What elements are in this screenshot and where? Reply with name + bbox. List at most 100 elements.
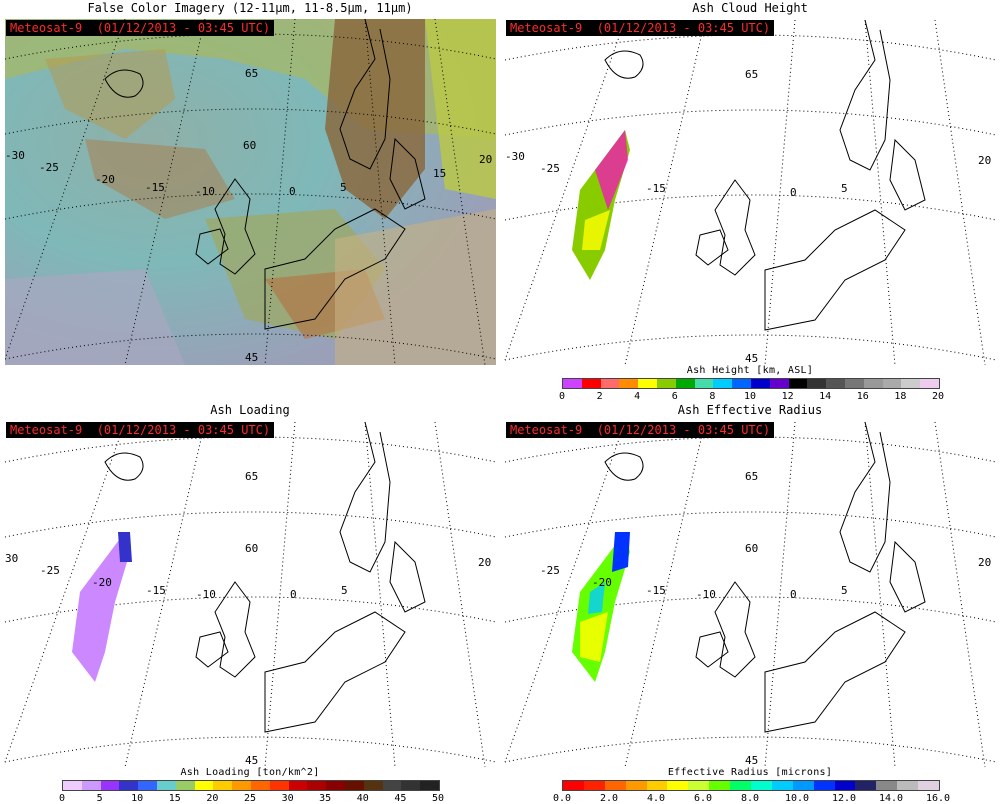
colorbar-tick: 14.0 — [878, 793, 904, 804]
lat-label: 45 — [245, 351, 258, 364]
false-color-panel: False Color Imagery (12-11µm, 11-8.5µm, … — [0, 0, 500, 402]
ash-height-map[interactable]: -30 -25 -15 0 5 20 65 45 — [500, 0, 1000, 402]
colorbar-swatch — [288, 781, 308, 790]
colorbar-label: Ash Loading [ton/km^2] — [180, 767, 320, 778]
colorbar-swatch — [363, 781, 383, 790]
lon-label: -25 — [39, 161, 59, 174]
colorbar-swatch — [563, 379, 582, 388]
colorbar-swatch — [420, 781, 439, 790]
colorbar-swatch — [826, 379, 845, 388]
lon-label: 15 — [433, 167, 446, 180]
colorbar-swatch — [175, 781, 195, 790]
colorbar-swatch — [583, 781, 605, 790]
colorbar-tick: 12.0 — [831, 793, 857, 804]
colorbar-swatch — [250, 781, 270, 790]
svg-text:45: 45 — [745, 352, 758, 365]
colorbar-tick: 18 — [894, 391, 907, 402]
svg-text:20: 20 — [478, 556, 491, 569]
svg-text:-25: -25 — [540, 162, 560, 175]
colorbar-swatch — [232, 781, 251, 790]
colorbar-tick: 15 — [168, 793, 181, 804]
colorbar-swatch — [344, 781, 364, 790]
colorbar-swatch — [563, 781, 584, 790]
colorbar-swatch — [307, 781, 327, 790]
colorbar-swatch — [732, 379, 751, 388]
colorbar-swatch — [751, 781, 772, 790]
colorbar-swatch — [688, 781, 710, 790]
colorbar-tick: 2 — [596, 391, 603, 402]
colorbar-swatch — [920, 379, 939, 388]
lat-label: 60 — [243, 139, 256, 152]
lon-label: -30 — [5, 149, 25, 162]
colorbar-tick: 16.0 — [925, 793, 951, 804]
colorbar-swatch — [600, 379, 620, 388]
ash-loading-map[interactable]: 30 -25 -20 -15 -10 0 5 20 65 60 45 — [0, 402, 500, 804]
colorbar-tick: 12 — [781, 391, 794, 402]
colorbar-tick: 8.0 — [740, 793, 760, 804]
panel-title: Ash Loading — [210, 403, 290, 417]
false-color-map[interactable]: -30 -25 -20 -15 -10 0 5 15 20 65 60 45 — [5, 19, 496, 365]
svg-text:-25: -25 — [540, 564, 560, 577]
svg-text:-20: -20 — [592, 576, 612, 589]
svg-text:5: 5 — [841, 182, 848, 195]
colorbar-swatch — [844, 379, 864, 388]
lon-label: -10 — [195, 185, 215, 198]
lon-label: -20 — [95, 173, 115, 186]
colorbar-tick: 0 — [58, 793, 66, 804]
colorbar-swatch — [619, 379, 639, 388]
lon-label: 0 — [289, 185, 296, 198]
svg-text:-25: -25 — [40, 564, 60, 577]
colorbar-swatch — [709, 781, 731, 790]
colorbar-swatches — [562, 378, 940, 389]
colorbar-swatch — [675, 379, 695, 388]
svg-text:-10: -10 — [696, 588, 716, 601]
satellite-timestamp-badge: Meteosat-9 (01/12/2013 - 03:45 UTC) — [6, 422, 275, 438]
panel-title: Ash Effective Radius — [677, 403, 823, 417]
ash-plume — [572, 532, 630, 682]
colorbar-swatch — [918, 781, 940, 790]
svg-text:-15: -15 — [146, 584, 166, 597]
colorbar-swatch — [382, 781, 402, 790]
colorbar-swatch — [834, 781, 856, 790]
svg-text:-15: -15 — [646, 584, 666, 597]
colorbar-swatch — [656, 379, 676, 388]
ash-radius-map[interactable]: -25 -20 -15 -10 0 5 20 65 60 45 — [500, 402, 1000, 804]
colorbar-tick: 10.0 — [784, 793, 810, 804]
colorbar-swatch — [604, 781, 626, 790]
colorbar-swatch — [730, 781, 752, 790]
colorbar-swatch — [792, 781, 814, 790]
svg-text:0: 0 — [290, 588, 297, 601]
colorbar-swatch — [269, 781, 289, 790]
colorbar-swatch — [813, 781, 835, 790]
svg-text:60: 60 — [245, 542, 258, 555]
colorbar-swatch — [788, 379, 808, 388]
colorbar-label: Ash Height [km, ASL] — [686, 365, 814, 376]
colorbar-tick: 16 — [856, 391, 869, 402]
svg-text:65: 65 — [745, 470, 758, 483]
lon-label: 5 — [340, 181, 347, 194]
colorbar-swatch — [326, 781, 345, 790]
colorbar-tick: 14 — [819, 391, 832, 402]
svg-text:-20: -20 — [92, 576, 112, 589]
colorbar-swatch — [897, 781, 919, 790]
svg-text:65: 65 — [245, 470, 258, 483]
colorbar-ticks: 0 2 4 6 8 10 12 14 16 18 20 — [558, 391, 944, 402]
colorbar-tick: 35 — [319, 793, 332, 804]
colorbar-swatch — [882, 379, 902, 388]
colorbar-tick: 0 — [558, 391, 566, 402]
colorbar-tick: 10 — [743, 391, 757, 402]
panel-title: Ash Cloud Height — [692, 1, 808, 15]
colorbar-tick: 5 — [96, 793, 103, 804]
svg-text:0: 0 — [790, 588, 797, 601]
ash-radius-panel: Ash Effective Radius -25 - — [500, 402, 1000, 804]
svg-text:0: 0 — [790, 186, 797, 199]
colorbar-tick: 6.0 — [693, 793, 713, 804]
satellite-timestamp-badge: Meteosat-9 (01/12/2013 - 03:45 UTC) — [506, 422, 775, 438]
ash-height-panel: Ash Cloud Height -30 -25 -15 — [500, 0, 1000, 402]
colorbar-tick: 6 — [671, 391, 678, 402]
svg-text:20: 20 — [978, 154, 991, 167]
colorbar-swatch — [194, 781, 214, 790]
colorbar-tick: 45 — [394, 793, 407, 804]
lon-label: -15 — [145, 181, 165, 194]
colorbar-swatch — [581, 379, 601, 388]
